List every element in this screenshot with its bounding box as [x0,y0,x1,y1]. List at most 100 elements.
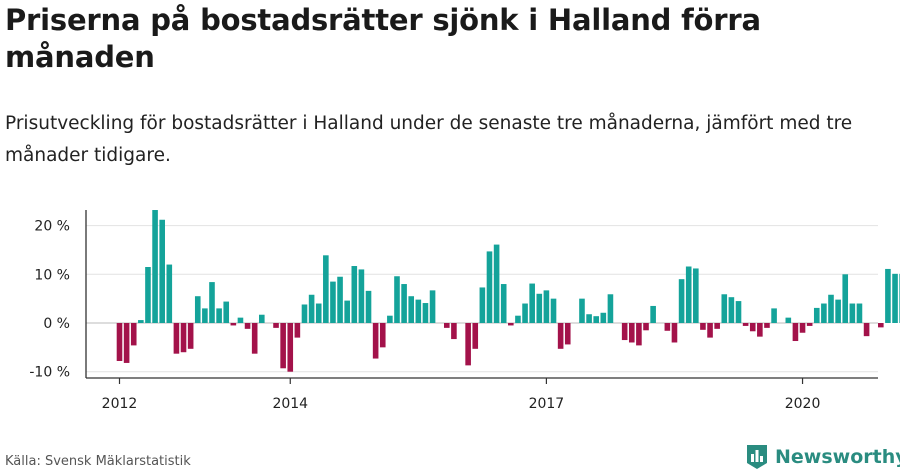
bar [757,323,763,337]
bar [259,314,265,323]
bar [885,268,891,323]
brand-name: Newsworthy [775,446,900,468]
source-note: Källa: Svensk Mäklarstatistik [5,454,191,469]
bar [408,296,415,323]
bar [536,293,543,323]
y-tick-label: 20 % [34,219,70,235]
bar [863,323,870,337]
bar [479,287,486,323]
bar [735,301,742,323]
bar [209,282,215,323]
bar [529,283,535,323]
bar [394,276,400,323]
bar [451,323,457,340]
bar [813,307,820,323]
bar [714,323,720,329]
bar [621,323,628,341]
bar [472,323,479,349]
newsworthy-logo-icon [747,445,767,469]
chart-subtitle: Prisutveckling för bostadsrätter i Halla… [5,113,853,166]
bar [728,297,735,323]
bar [685,266,692,323]
bar [607,294,614,323]
bar [372,323,379,359]
bar [628,323,635,343]
bar [251,323,258,354]
bar [308,294,315,323]
bar [223,301,230,323]
bar [493,244,500,323]
bar [543,290,550,323]
bar [600,312,607,323]
bar [123,323,130,363]
bar [294,323,301,338]
bar [849,303,856,323]
bar [557,323,564,349]
bar [664,323,671,331]
bar [230,323,237,326]
bar [138,320,144,323]
bar [315,303,322,323]
x-tick-label: 2020 [785,396,821,412]
bar [550,298,557,323]
bar [301,304,308,323]
bar [159,219,165,323]
bar [564,323,571,345]
bar [280,323,286,369]
bar [323,255,329,323]
bar [508,323,514,326]
bar [465,323,471,366]
bar [145,267,151,324]
bar [116,323,123,361]
bar [835,299,841,323]
bar [351,266,358,323]
bar [337,276,343,324]
bar [856,303,863,323]
bar [643,323,649,331]
bar [358,269,365,323]
bar [180,323,187,353]
bar [237,317,244,323]
bar [842,274,849,323]
bar [443,323,450,328]
bars [116,210,900,372]
x-tick-label: 2017 [529,396,565,412]
bar [365,290,372,323]
bar [586,314,592,323]
bar [700,323,706,330]
bar [671,323,678,343]
bar [636,323,642,346]
bar [579,298,585,323]
bar [486,251,493,323]
bar [693,268,699,323]
tick-labels: -10 %0 %10 %20 %20122014201720202022-3 % [29,219,821,412]
bar [344,300,350,323]
bar [287,323,294,372]
x-tick-label: 2012 [102,396,138,412]
chart-title: Priserna på bostadsrätter sjönk i Hallan… [5,3,761,74]
bar [678,279,685,323]
bar [330,281,336,324]
y-tick-label: -10 % [29,365,70,381]
bar [515,315,521,323]
bar [166,264,173,323]
bar [401,284,407,323]
bar [244,323,251,329]
bar [216,308,222,323]
bar [707,323,713,338]
bar [749,323,756,332]
x-tick-label: 2014 [272,396,308,412]
bar [522,303,528,323]
bar-chart: -10 %0 %10 %20 %20122014201720202022-3 % [29,210,900,412]
bar [379,323,386,348]
bar [415,299,422,323]
brand-logo: Newsworthy [745,442,900,472]
y-tick-label: 0 % [43,316,70,332]
bar [771,308,777,323]
bar [422,303,429,323]
bar [593,316,600,323]
bar [273,323,279,328]
bar [892,273,898,323]
bar [194,296,201,323]
axes [85,210,878,384]
